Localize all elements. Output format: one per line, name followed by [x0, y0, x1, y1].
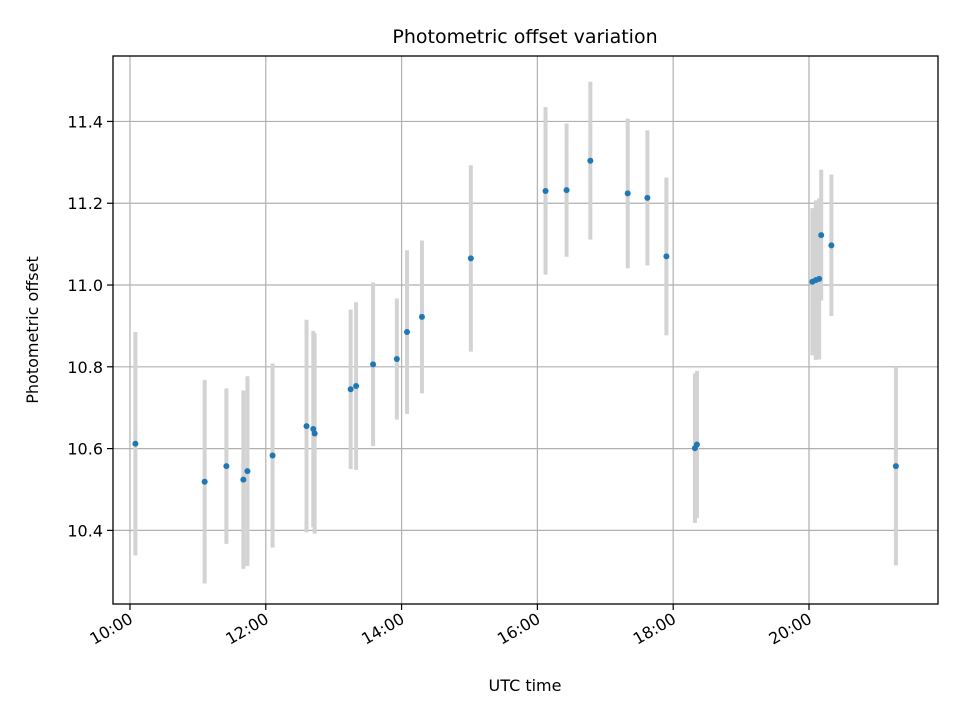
data-point	[644, 194, 651, 201]
y-tick-label: 10.6	[67, 440, 103, 459]
data-point	[818, 232, 825, 239]
data-point	[816, 275, 823, 282]
chart-title: Photometric offset variation	[392, 26, 657, 48]
data-point	[269, 452, 276, 459]
data-point	[353, 383, 360, 390]
y-axis-label: Photometric offset	[23, 256, 42, 404]
y-tick-label: 11.0	[67, 276, 103, 295]
data-point	[467, 255, 474, 262]
data-point	[892, 463, 899, 470]
data-points	[132, 157, 899, 485]
data-point	[693, 441, 700, 448]
data-point	[587, 157, 594, 164]
y-tick-label: 11.4	[67, 112, 103, 131]
data-point	[310, 425, 317, 432]
y-axis-ticks: 10.4 10.6 10.8 11.0 11.2 11.4	[67, 112, 113, 540]
data-point	[404, 329, 411, 336]
x-axis-ticks: 10:00 12:00 14:00 16:00 18:00 20:00	[87, 604, 815, 649]
y-tick-label: 10.4	[67, 521, 103, 540]
y-tick-label: 10.8	[67, 358, 103, 377]
grid	[113, 56, 938, 604]
data-point	[303, 423, 310, 430]
x-axis-label: UTC time	[489, 676, 562, 695]
data-point	[370, 361, 377, 368]
data-point	[663, 253, 670, 260]
data-point	[418, 313, 425, 320]
data-point	[563, 187, 570, 194]
data-point	[311, 430, 318, 437]
data-point	[828, 242, 835, 249]
plot-frame	[112, 55, 939, 605]
data-point	[393, 356, 400, 363]
data-point	[244, 468, 251, 475]
data-point	[223, 463, 230, 470]
data-point	[132, 440, 139, 447]
data-point	[624, 190, 631, 197]
data-point	[201, 478, 208, 485]
y-tick-label: 11.2	[67, 194, 103, 213]
data-point	[347, 386, 354, 393]
data-point	[542, 187, 549, 194]
data-point	[240, 476, 247, 483]
